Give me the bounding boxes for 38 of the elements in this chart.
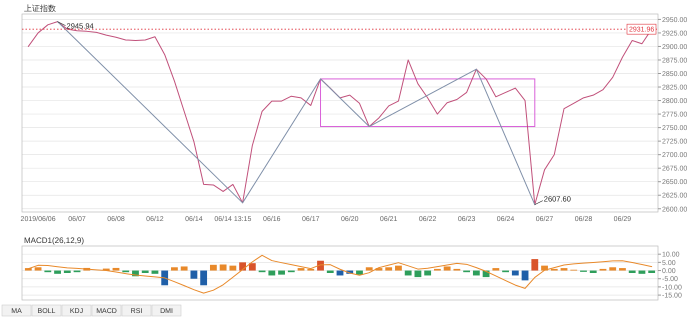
bar bbox=[248, 263, 256, 271]
bar bbox=[268, 270, 276, 276]
bar bbox=[229, 266, 236, 271]
bar bbox=[171, 267, 178, 271]
bar bbox=[317, 260, 324, 271]
bar bbox=[220, 264, 227, 271]
bar bbox=[472, 270, 480, 276]
bar bbox=[492, 268, 500, 271]
bar bbox=[34, 267, 42, 271]
bar bbox=[278, 270, 285, 275]
bar bbox=[200, 270, 208, 286]
bar bbox=[180, 266, 188, 271]
line-series bbox=[57, 21, 536, 206]
bar bbox=[424, 270, 432, 276]
bar bbox=[356, 270, 363, 275]
bar bbox=[512, 270, 519, 276]
bar bbox=[414, 270, 422, 278]
bar bbox=[404, 270, 412, 276]
chart-title: 上证指数 bbox=[24, 4, 56, 13]
bar bbox=[239, 262, 246, 271]
bar bbox=[522, 270, 528, 280]
bar bbox=[54, 270, 61, 274]
line-series bbox=[28, 254, 652, 294]
bar bbox=[638, 270, 646, 274]
bar bbox=[190, 270, 198, 279]
bar bbox=[619, 268, 626, 271]
bar bbox=[161, 270, 168, 286]
bar bbox=[541, 266, 548, 271]
bar bbox=[210, 264, 217, 271]
chart-title: MACD1(26,12,9) bbox=[24, 236, 84, 245]
bar bbox=[560, 268, 568, 271]
bar bbox=[336, 270, 344, 276]
bar bbox=[112, 268, 120, 271]
bar bbox=[444, 266, 451, 271]
bar bbox=[395, 266, 402, 271]
bar bbox=[152, 270, 158, 274]
bar bbox=[298, 268, 304, 271]
bar bbox=[531, 259, 538, 271]
